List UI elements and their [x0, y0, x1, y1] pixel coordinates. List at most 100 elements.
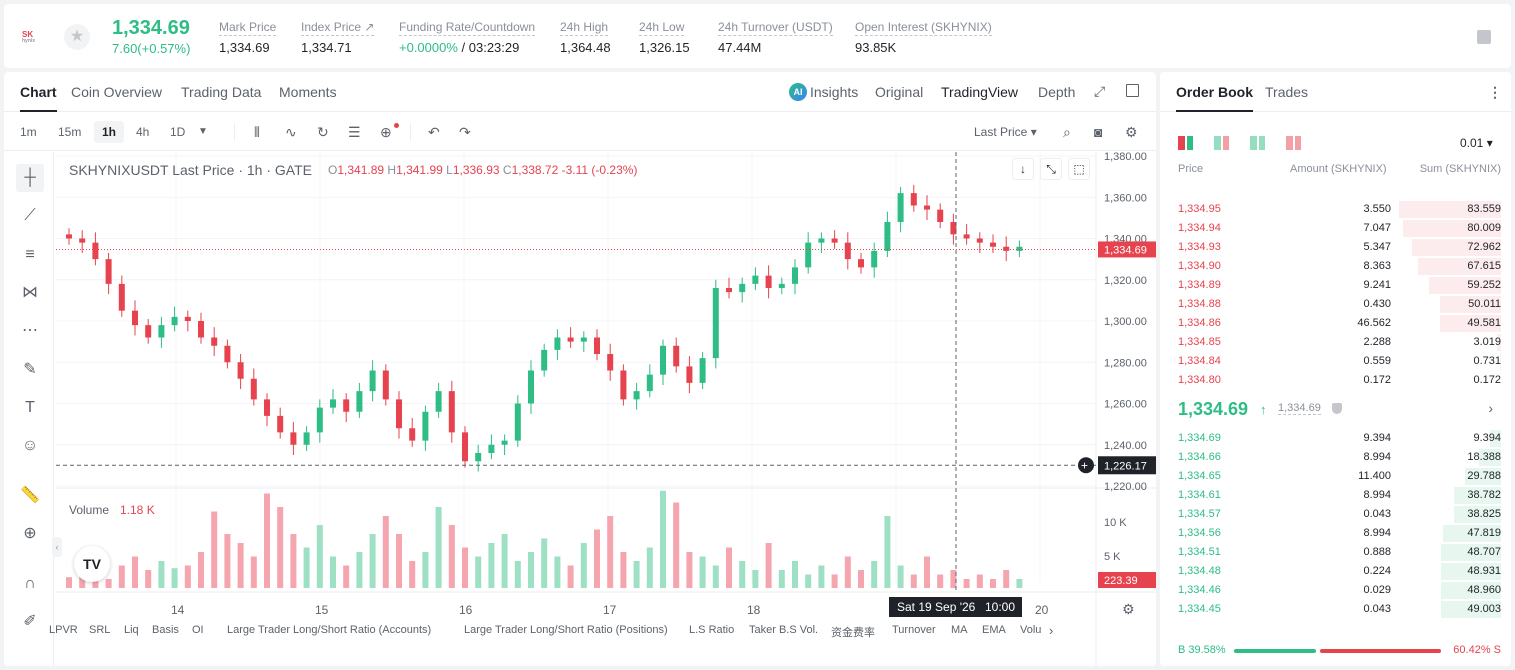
ask-row[interactable]: 1,334.89 9.241 59.252 — [1160, 276, 1511, 295]
stat-mark-price[interactable]: Mark Price 1,334.69 — [219, 20, 277, 55]
trend-line-icon[interactable]: ⟋ — [24, 207, 36, 224]
volume-bar — [541, 538, 548, 588]
timeframe-1d[interactable]: 1D — [170, 125, 186, 139]
indicator-ma[interactable]: MA — [951, 624, 968, 636]
view-bids-icon[interactable] — [1250, 136, 1266, 150]
bid-row[interactable]: 1,334.46 0.029 48.960 — [1160, 581, 1511, 600]
ask-row[interactable]: 1,334.85 2.288 3.019 — [1160, 333, 1511, 352]
tab-coin-overview[interactable]: Coin Overview — [71, 84, 163, 100]
timeframe-15m[interactable]: 15m — [58, 125, 82, 139]
magnet-icon[interactable]: ∩ — [24, 575, 36, 592]
bid-row[interactable]: 1,334.66 8.994 18.388 — [1160, 448, 1511, 467]
indicator-volume[interactable]: Volu — [1020, 624, 1042, 636]
ask-row[interactable]: 1,334.86 46.562 49.581 — [1160, 314, 1511, 333]
indicator-basis[interactable]: Basis — [152, 624, 179, 636]
bid-row[interactable]: 1,334.48 0.224 48.931 — [1160, 562, 1511, 581]
chart-canvas[interactable]: 1,380.001,360.001,340.001,320.001,300.00… — [56, 151, 1156, 666]
ask-row[interactable]: 1,334.95 3.550 83.559 — [1160, 200, 1511, 219]
bid-row[interactable]: 1,334.45 0.043 49.003 — [1160, 600, 1511, 619]
ask-row[interactable]: 1,334.94 7.047 80.009 — [1160, 219, 1511, 238]
precision-select[interactable]: 0.01 ▾ — [1460, 136, 1493, 150]
timeframe-4h[interactable]: 4h — [136, 125, 150, 139]
bid-row[interactable]: 1,334.65 11.400 29.788 — [1160, 467, 1511, 486]
tab-moments[interactable]: Moments — [279, 84, 337, 100]
bid-row[interactable]: 1,334.61 8.994 38.782 — [1160, 486, 1511, 505]
bid-row[interactable]: 1,334.69 9.394 9.394 — [1160, 429, 1511, 448]
ask-row[interactable]: 1,334.80 0.172 0.172 — [1160, 371, 1511, 390]
indicator-liq[interactable]: Liq — [124, 624, 139, 636]
candlestick-chart[interactable]: 1,380.00 1,360.00 1,340.00 1,320.00 1,300.00… — [52, 151, 1156, 666]
more-options-icon[interactable]: ⋮ — [1488, 84, 1502, 100]
crosshair-icon[interactable]: ┼ — [16, 164, 44, 192]
indicators-icon[interactable]: ∿ — [285, 124, 297, 140]
tab-trades[interactable]: Trades — [1265, 84, 1309, 100]
add-icon[interactable]: ⊕ — [380, 124, 392, 140]
bid-row[interactable]: 1,334.56 8.994 47.819 — [1160, 524, 1511, 543]
indicator-lt-accounts[interactable]: Large Trader Long/Short Ratio (Accounts) — [227, 624, 432, 636]
gear-icon[interactable]: ⚙ — [1125, 124, 1138, 140]
bid-row[interactable]: 1,334.57 0.043 38.825 — [1160, 505, 1511, 524]
scroll-down-button[interactable]: ↓ — [1012, 158, 1034, 180]
view-both-icon[interactable] — [1178, 136, 1194, 150]
horizontal-lines-icon[interactable]: ≡ — [25, 246, 35, 263]
ask-row[interactable]: 1,334.90 8.363 67.615 — [1160, 257, 1511, 276]
view-insights[interactable]: Insights — [810, 84, 859, 100]
replay-icon[interactable]: ↻ — [317, 124, 329, 140]
tab-order-book[interactable]: Order Book — [1176, 84, 1254, 112]
indicator-funding-rate[interactable]: 资金费率 — [831, 627, 875, 639]
indicator-oi[interactable]: OI — [192, 624, 204, 636]
indicator-turnover[interactable]: Turnover — [892, 624, 936, 636]
timeframe-dropdown-icon[interactable]: ▼ — [198, 126, 208, 137]
collapse-button[interactable]: ⤡ — [1040, 158, 1062, 180]
ask-row[interactable]: 1,334.88 0.430 50.011 — [1160, 295, 1511, 314]
ai-icon[interactable]: AI — [789, 83, 807, 101]
tab-trading-data[interactable]: Trading Data — [181, 84, 262, 100]
tradingview-logo-icon[interactable]: TV — [74, 546, 110, 582]
collapse-sidebar-icon[interactable]: ‹ — [52, 537, 62, 557]
view-depth[interactable]: Depth — [1038, 84, 1076, 100]
stat-index-price[interactable]: Index Price ↗ 1,334.71 — [301, 20, 375, 55]
stat-funding-rate[interactable]: Funding Rate/Countdown +0.0000% / 03:23:… — [399, 20, 536, 55]
fullscreen-button[interactable]: ⬚ — [1068, 158, 1090, 180]
indicator-lpvr[interactable]: LPVR — [49, 624, 78, 636]
candle-type-icon[interactable]: ⫴ — [254, 124, 260, 140]
volume-bar — [950, 570, 957, 588]
timeframe-1h[interactable]: 1h — [94, 121, 125, 143]
expand-icon[interactable]: ⤢ — [1094, 83, 1106, 99]
pattern-icon[interactable]: ⋈ — [22, 284, 38, 301]
stat-open-interest[interactable]: Open Interest (SKHYNIX) 93.85K — [855, 20, 992, 55]
search-icon[interactable]: ⌕ — [1063, 124, 1071, 140]
view-asks-icon[interactable] — [1286, 136, 1302, 150]
pencil-lock-icon[interactable]: ✐ — [23, 613, 37, 630]
ask-row[interactable]: 1,334.84 0.559 0.731 — [1160, 352, 1511, 371]
chevron-right-icon[interactable]: › — [1049, 623, 1054, 638]
emoji-icon[interactable]: ☺ — [21, 437, 39, 454]
chevron-right-icon[interactable]: › — [1488, 400, 1493, 416]
price-source-select[interactable]: Last Price ▾ — [974, 125, 1037, 139]
bid-row[interactable]: 1,334.51 0.888 48.707 — [1160, 543, 1511, 562]
view-original[interactable]: Original — [875, 84, 924, 100]
brush-icon[interactable]: ✎ — [23, 361, 37, 378]
zoom-in-icon[interactable]: ⊕ — [23, 525, 37, 542]
indicator-ema[interactable]: EMA — [982, 624, 1006, 636]
timeframe-1m[interactable]: 1m — [20, 125, 37, 139]
templates-icon[interactable]: ☰ — [348, 124, 361, 140]
ruler-icon[interactable]: 📏 — [20, 487, 40, 504]
tab-chart[interactable]: Chart — [20, 84, 57, 112]
camera-icon[interactable]: ◙ — [1094, 124, 1103, 140]
redo-icon[interactable]: ↷ — [459, 124, 471, 140]
view-tradingview[interactable]: TradingView — [941, 84, 1019, 100]
favorite-star-icon[interactable]: ★ — [64, 24, 90, 50]
indicator-srl[interactable]: SRL — [89, 624, 111, 636]
fib-icon[interactable]: ⋯ — [22, 322, 38, 339]
ask-row[interactable]: 1,334.93 5.347 72.962 — [1160, 238, 1511, 257]
view-mixed-icon[interactable] — [1214, 136, 1230, 150]
window-icon[interactable] — [1126, 84, 1139, 97]
document-icon[interactable] — [1477, 30, 1491, 44]
text-tool-icon[interactable]: T — [25, 399, 35, 416]
indicator-taker-vol[interactable]: Taker B.S Vol. — [749, 624, 819, 636]
indicator-ls-ratio[interactable]: L.S Ratio — [689, 624, 735, 636]
undo-icon[interactable]: ↶ — [428, 124, 440, 140]
indicator-lt-positions[interactable]: Large Trader Long/Short Ratio (Positions… — [464, 624, 668, 636]
candle-body — [752, 275, 759, 284]
